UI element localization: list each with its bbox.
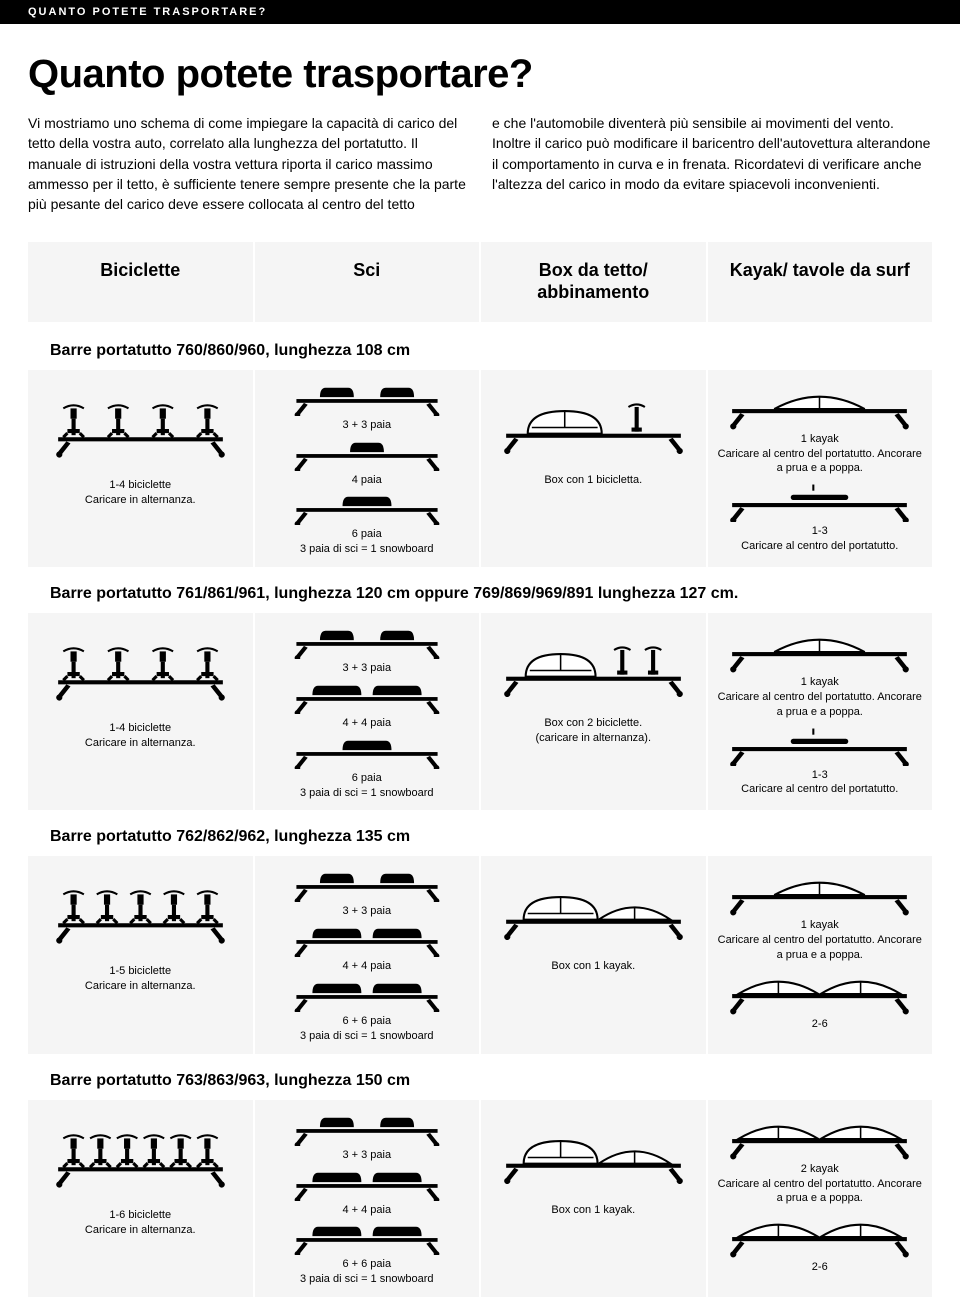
intro-p2: e che l'automobile diventerà più sensibi… [492,113,932,214]
cell-caption: 6 paia3 paia di sci = 1 snowboard [287,771,447,801]
ski-icon [287,737,447,769]
intro-p1: Vi mostriamo uno schema di come impiegar… [28,113,468,214]
cell-caption: 4 + 4 paia [287,716,447,731]
ski-icon [287,384,447,416]
bikes-icon [53,1114,228,1204]
section-grid: 1-6 bicicletteCaricare in alternanza. 3 … [28,1100,932,1297]
ski-icon [287,1223,447,1255]
category-headers: Biciclette Sci Box da tetto/ abbinamento… [28,242,932,321]
kayak-icon [727,1114,912,1160]
cell-ski: 3 + 3 paia 4 + 4 paia 6 paia3 paia di sc… [255,613,480,810]
cell-caption: 6 paia3 paia di sci = 1 snowboard [287,527,447,557]
header-box: Box da tetto/ abbinamento [481,242,706,321]
cell-caption: Box con 2 biciclette.(caricare in altern… [535,716,651,746]
cell-caption: 4 paia [287,473,447,488]
header-bikes: Biciclette [28,242,253,321]
cell-caption: 1-5 bicicletteCaricare in alternanza. [85,964,196,994]
section-title: Barre portatutto 760/860/960, lunghezza … [28,334,932,370]
cell-box: Box con 1 kayak. [481,856,706,1053]
cell-caption: 3 + 3 paia [287,661,447,676]
bikes-icon [53,870,228,960]
box-icon [501,870,686,955]
box-icon [501,384,686,469]
box-icon [501,627,686,712]
cell-bikes: 1-4 bicicletteCaricare in alternanza. [28,370,253,567]
cell-box: Box con 2 biciclette.(caricare in altern… [481,613,706,810]
section-grid: 1-5 bicicletteCaricare in alternanza. 3 … [28,856,932,1053]
ski-icon [287,1169,447,1201]
kayak-icon [727,870,912,916]
cell-caption: 3 + 3 paia [287,904,447,919]
box-icon [501,1114,686,1199]
section-grid: 1-4 bicicletteCaricare in alternanza. 3 … [28,613,932,810]
ski-icon [287,925,447,957]
cell-kayak: 2 kayakCaricare al centro del portatutto… [708,1100,933,1297]
cell-ski: 3 + 3 paia 4 + 4 paia 6 + 6 paia3 paia d… [255,856,480,1053]
cell-box: Box con 1 kayak. [481,1100,706,1297]
cell-caption: Box con 1 bicicletta. [544,473,642,488]
ski-icon [287,439,447,471]
header-ski: Sci [255,242,480,321]
cell-box: Box con 1 bicicletta. [481,370,706,567]
cell-caption: 1-4 bicicletteCaricare in alternanza. [85,478,196,508]
bikes-icon [53,627,228,717]
topbar: QUANTO POTETE TRASPORTARE? [0,0,960,24]
cell-kayak: 1 kayakCaricare al centro del portatutto… [708,856,933,1053]
ski-icon [287,493,447,525]
cell-caption: 2 kayakCaricare al centro del portatutto… [716,1162,925,1207]
cell-caption: 3 + 3 paia [287,1148,447,1163]
ski-icon [287,682,447,714]
cell-caption: 1 kayakCaricare al centro del portatutto… [716,918,925,963]
cell-caption: 6 + 6 paia3 paia di sci = 1 snowboard [287,1257,447,1287]
cell-bikes: 1-6 bicicletteCaricare in alternanza. [28,1100,253,1297]
cell-caption: 1 kayakCaricare al centro del portatutto… [716,675,925,720]
cell-caption: Box con 1 kayak. [551,1203,635,1218]
cell-bikes: 1-4 bicicletteCaricare in alternanza. [28,613,253,810]
cell-caption: 4 + 4 paia [287,959,447,974]
header-kayak: Kayak/ tavole da surf [708,242,933,321]
section-grid: 1-4 bicicletteCaricare in alternanza. 3 … [28,370,932,567]
surf-icon [727,726,912,766]
ski-icon [287,980,447,1012]
cell-ski: 3 + 3 paia 4 + 4 paia 6 + 6 paia3 paia d… [255,1100,480,1297]
cell-ski: 3 + 3 paia 4 paia 6 paia3 paia di sci = … [255,370,480,567]
ski-icon [287,1114,447,1146]
content: Quanto potete trasportare? Vi mostriamo … [0,24,960,1297]
cell-caption: 1-6 bicicletteCaricare in alternanza. [85,1208,196,1238]
cell-kayak: 1 kayakCaricare al centro del portatutto… [708,370,933,567]
section-title: Barre portatutto 762/862/962, lunghezza … [28,820,932,856]
ski-icon [287,870,447,902]
cell-caption: 3 + 3 paia [287,418,447,433]
ski-icon [287,627,447,659]
cell-caption: 1 kayakCaricare al centro del portatutto… [716,432,925,477]
section-title: Barre portatutto 763/863/963, lunghezza … [28,1064,932,1100]
cell-bikes: 1-5 bicicletteCaricare in alternanza. [28,856,253,1053]
kayak-icon [727,969,912,1015]
section-title: Barre portatutto 761/861/961, lunghezza … [28,577,932,613]
cell-caption: 1-3Caricare al centro del portatutto. [727,524,912,554]
cell-caption: 2-6 [727,1260,912,1275]
cell-caption: 1-3Caricare al centro del portatutto. [727,768,912,798]
kayak-icon [727,384,912,430]
page-title: Quanto potete trasportare? [28,52,932,97]
cell-caption: 1-4 bicicletteCaricare in alternanza. [85,721,196,751]
intro: Vi mostriamo uno schema di come impiegar… [28,113,932,214]
kayak-icon [727,1212,912,1258]
surf-icon [727,482,912,522]
cell-kayak: 1 kayakCaricare al centro del portatutto… [708,613,933,810]
cell-caption: Box con 1 kayak. [551,959,635,974]
cell-caption: 6 + 6 paia3 paia di sci = 1 snowboard [287,1014,447,1044]
kayak-icon [727,627,912,673]
cell-caption: 4 + 4 paia [287,1203,447,1218]
cell-caption: 2-6 [727,1017,912,1032]
bikes-icon [53,384,228,474]
